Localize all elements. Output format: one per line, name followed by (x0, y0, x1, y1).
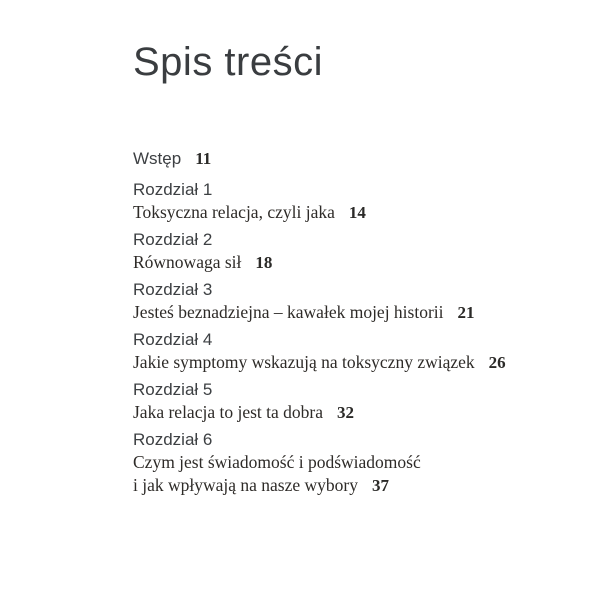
chapter-label: Wstęp 11 (133, 147, 553, 170)
page-title: Spis treści (133, 40, 323, 84)
page-number: 37 (372, 476, 389, 495)
toc-list: Wstęp 11 Rozdział 1 Toksyczna relacja, czyl… (133, 147, 553, 497)
page-number: 26 (488, 353, 506, 372)
chapter-label-text: Rozdział 2 (133, 230, 213, 249)
entry-title-line: Jakie symptomy wskazują na toksyczny zwi… (133, 351, 553, 374)
toc-entry: Rozdział 4 Jakie symptomy wskazują na tok… (133, 328, 553, 374)
entry-title-text: Równowaga sił (133, 252, 242, 272)
chapter-label-text: Rozdział 4 (133, 330, 213, 349)
entry-title-text: i jak wpływają na nasze wybory (133, 475, 358, 495)
entry-title-line: i jak wpływają na nasze wybory 37 (133, 474, 553, 497)
entry-title-line: Toksyczna relacja, czyli jaka 14 (133, 201, 553, 224)
chapter-label-text: Rozdział 5 (133, 380, 213, 399)
entry-title-line: Jaka relacja to jest ta dobra 32 (133, 401, 553, 424)
entry-title-text: Toksyczna relacja, czyli jaka (133, 202, 335, 222)
chapter-label: Rozdział 5 (133, 378, 553, 401)
chapter-label: Rozdział 6 (133, 428, 553, 451)
entry-title-line: Równowaga sił 18 (133, 251, 553, 274)
entry-title-line: Jesteś beznadziejna – kawałek mojej hist… (133, 301, 553, 324)
entry-title-line: Czym jest świadomość i podświadomość (133, 451, 553, 474)
page-number: 21 (457, 303, 475, 322)
toc-entry: Rozdział 6 Czym jest świadomość i podświa… (133, 428, 553, 497)
entry-title-text: Czym jest świadomość i podświadomość (133, 452, 421, 472)
page-number: 18 (255, 253, 273, 272)
chapter-label: Rozdział 3 (133, 278, 553, 301)
page-number: 32 (336, 403, 354, 422)
chapter-label: Rozdział 4 (133, 328, 553, 351)
toc-entry: Rozdział 2 Równowaga sił 18 (133, 228, 553, 274)
entry-title-text: Jesteś beznadziejna – kawałek mojej hist… (133, 302, 444, 322)
page-number: 11 (195, 149, 212, 168)
toc-entry: Rozdział 1 Toksyczna relacja, czyli jaka 1… (133, 178, 553, 224)
toc-entry: Rozdział 5 Jaka relacja to jest ta dobra 3… (133, 378, 553, 424)
chapter-label-text: Rozdział 3 (133, 280, 213, 299)
page-number: 14 (348, 203, 366, 222)
chapter-label-text: Rozdział 6 (133, 430, 213, 449)
chapter-label-text: Rozdział 1 (133, 180, 213, 199)
chapter-label: Rozdział 1 (133, 178, 553, 201)
entry-title-text: Jaka relacja to jest ta dobra (133, 402, 323, 422)
toc-entry: Rozdział 3 Jesteś beznadziejna – kawałek … (133, 278, 553, 324)
entry-title-text: Jakie symptomy wskazują na toksyczny zwi… (133, 352, 475, 372)
toc-entry: Wstęp 11 (133, 147, 553, 170)
toc-page: Spis treści Wstęp 11 Rozdział 1 Toksyczna r… (133, 41, 553, 501)
chapter-label-text: Wstęp (133, 149, 182, 168)
chapter-label: Rozdział 2 (133, 228, 553, 251)
